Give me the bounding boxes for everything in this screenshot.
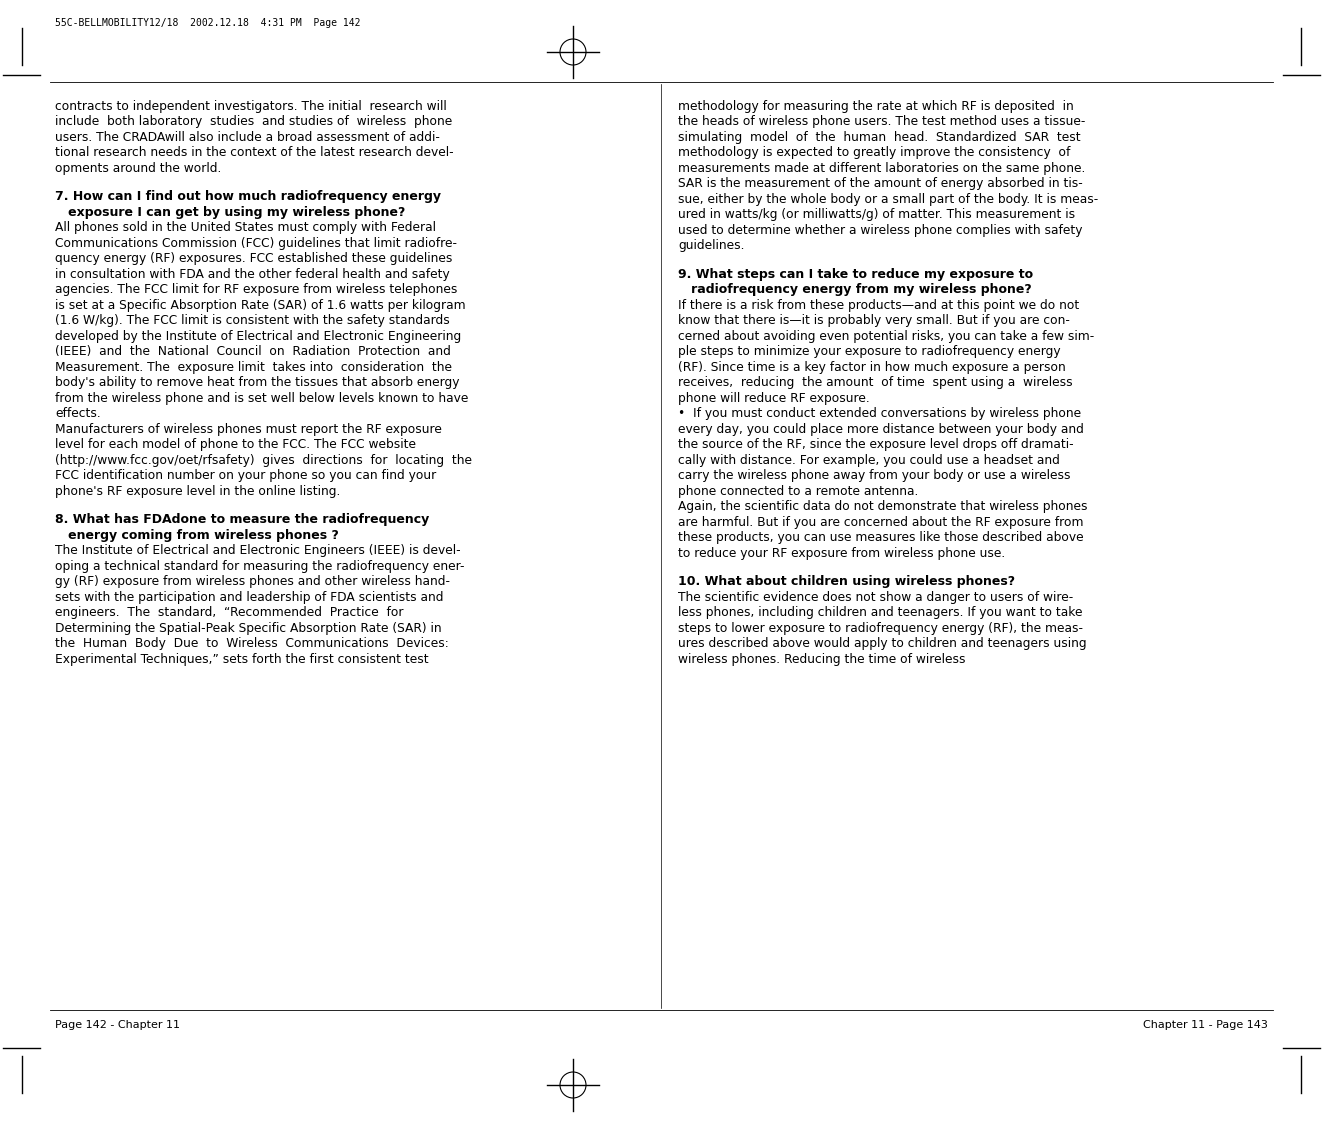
Text: methodology for measuring the rate at which RF is deposited  in: methodology for measuring the rate at wh… [677,100,1074,113]
Text: measurements made at different laboratories on the same phone.: measurements made at different laborator… [677,163,1085,175]
Text: ures described above would apply to children and teenagers using: ures described above would apply to chil… [677,638,1086,650]
Text: the heads of wireless phone users. The test method uses a tissue-: the heads of wireless phone users. The t… [677,115,1085,129]
Text: include  both laboratory  studies  and studies of  wireless  phone: include both laboratory studies and stud… [56,115,452,129]
Text: engineers.  The  standard,  “Recommended  Practice  for: engineers. The standard, “Recommended Pr… [56,606,404,620]
Text: FCC identification number on your phone so you can find your: FCC identification number on your phone … [56,470,437,482]
Text: Chapter 11 - Page 143: Chapter 11 - Page 143 [1143,1020,1267,1030]
Text: ured in watts/kg (or milliwatts/g) of matter. This measurement is: ured in watts/kg (or milliwatts/g) of ma… [677,209,1076,222]
Text: ple steps to minimize your exposure to radiofrequency energy: ple steps to minimize your exposure to r… [677,345,1061,359]
Text: to reduce your RF exposure from wireless phone use.: to reduce your RF exposure from wireless… [677,547,1005,560]
Text: body's ability to remove heat from the tissues that absorb energy: body's ability to remove heat from the t… [56,377,459,389]
Text: exposure I can get by using my wireless phone?: exposure I can get by using my wireless … [56,206,405,219]
Text: guidelines.: guidelines. [677,240,745,252]
Text: sue, either by the whole body or a small part of the body. It is meas-: sue, either by the whole body or a small… [677,193,1098,206]
Text: effects.: effects. [56,408,101,420]
Text: opments around the world.: opments around the world. [56,163,221,175]
Text: energy coming from wireless phones ?: energy coming from wireless phones ? [56,529,339,541]
Text: steps to lower exposure to radiofrequency energy (RF), the meas-: steps to lower exposure to radiofrequenc… [677,622,1084,634]
Text: know that there is—it is probably very small. But if you are con-: know that there is—it is probably very s… [677,315,1070,327]
Text: 7. How can I find out how much radiofrequency energy: 7. How can I find out how much radiofreq… [56,191,441,204]
Text: users. The CRADAwill also include a broad assessment of addi-: users. The CRADAwill also include a broa… [56,131,439,143]
Text: (IEEE)  and  the  National  Council  on  Radiation  Protection  and: (IEEE) and the National Council on Radia… [56,345,451,359]
Text: The scientific evidence does not show a danger to users of wire-: The scientific evidence does not show a … [677,591,1073,604]
Text: All phones sold in the United States must comply with Federal: All phones sold in the United States mus… [56,222,437,234]
Text: Experimental Techniques,” sets forth the first consistent test: Experimental Techniques,” sets forth the… [56,654,429,666]
Text: Page 142 - Chapter 11: Page 142 - Chapter 11 [56,1020,180,1030]
Text: the source of the RF, since the exposure level drops off dramati-: the source of the RF, since the exposure… [677,438,1074,452]
Text: level for each model of phone to the FCC. The FCC website: level for each model of phone to the FCC… [56,438,415,452]
Text: agencies. The FCC limit for RF exposure from wireless telephones: agencies. The FCC limit for RF exposure … [56,284,458,296]
Text: from the wireless phone and is set well below levels known to have: from the wireless phone and is set well … [56,392,468,405]
Text: 10. What about children using wireless phones?: 10. What about children using wireless p… [677,575,1015,589]
Text: receives,  reducing  the amount  of time  spent using a  wireless: receives, reducing the amount of time sp… [677,377,1073,389]
Text: Again, the scientific data do not demonstrate that wireless phones: Again, the scientific data do not demons… [677,500,1088,513]
Text: (http://www.fcc.gov/oet/rfsafety)  gives  directions  for  locating  the: (http://www.fcc.gov/oet/rfsafety) gives … [56,454,472,467]
Text: Communications Commission (FCC) guidelines that limit radiofre-: Communications Commission (FCC) guidelin… [56,237,456,250]
Text: (1.6 W/kg). The FCC limit is consistent with the safety standards: (1.6 W/kg). The FCC limit is consistent … [56,315,450,327]
Text: Measurement. The  exposure limit  takes into  consideration  the: Measurement. The exposure limit takes in… [56,361,452,374]
Text: cerned about avoiding even potential risks, you can take a few sim-: cerned about avoiding even potential ris… [677,330,1094,343]
Text: in consultation with FDA and the other federal health and safety: in consultation with FDA and the other f… [56,268,450,281]
Text: Manufacturers of wireless phones must report the RF exposure: Manufacturers of wireless phones must re… [56,423,442,436]
Text: quency energy (RF) exposures. FCC established these guidelines: quency energy (RF) exposures. FCC establ… [56,252,452,266]
Text: Determining the Spatial-Peak Specific Absorption Rate (SAR) in: Determining the Spatial-Peak Specific Ab… [56,622,442,634]
Text: 9. What steps can I take to reduce my exposure to: 9. What steps can I take to reduce my ex… [677,268,1033,281]
Text: contracts to independent investigators. The initial  research will: contracts to independent investigators. … [56,100,447,113]
Text: The Institute of Electrical and Electronic Engineers (IEEE) is devel-: The Institute of Electrical and Electron… [56,545,460,557]
Text: developed by the Institute of Electrical and Electronic Engineering: developed by the Institute of Electrical… [56,330,462,343]
Text: phone will reduce RF exposure.: phone will reduce RF exposure. [677,392,869,405]
Text: these products, you can use measures like those described above: these products, you can use measures lik… [677,531,1084,545]
Text: •  If you must conduct extended conversations by wireless phone: • If you must conduct extended conversat… [677,408,1081,420]
Text: less phones, including children and teenagers. If you want to take: less phones, including children and teen… [677,606,1082,620]
Text: cally with distance. For example, you could use a headset and: cally with distance. For example, you co… [677,454,1060,467]
Text: SAR is the measurement of the amount of energy absorbed in tis-: SAR is the measurement of the amount of … [677,177,1082,191]
Text: phone's RF exposure level in the online listing.: phone's RF exposure level in the online … [56,485,340,498]
Text: sets with the participation and leadership of FDA scientists and: sets with the participation and leadersh… [56,591,443,604]
Text: tional research needs in the context of the latest research devel-: tional research needs in the context of … [56,147,454,159]
Text: (RF). Since time is a key factor in how much exposure a person: (RF). Since time is a key factor in how … [677,361,1066,374]
Text: carry the wireless phone away from your body or use a wireless: carry the wireless phone away from your … [677,470,1070,482]
Text: simulating  model  of  the  human  head.  Standardized  SAR  test: simulating model of the human head. Stan… [677,131,1081,143]
Text: wireless phones. Reducing the time of wireless: wireless phones. Reducing the time of wi… [677,654,966,666]
Text: are harmful. But if you are concerned about the RF exposure from: are harmful. But if you are concerned ab… [677,516,1084,529]
Text: every day, you could place more distance between your body and: every day, you could place more distance… [677,423,1084,436]
Text: radiofrequency energy from my wireless phone?: radiofrequency energy from my wireless p… [677,284,1032,296]
Text: phone connected to a remote antenna.: phone connected to a remote antenna. [677,485,918,498]
Text: gy (RF) exposure from wireless phones and other wireless hand-: gy (RF) exposure from wireless phones an… [56,575,450,589]
Text: 55C-BELLMOBILITY12/18  2002.12.18  4:31 PM  Page 142: 55C-BELLMOBILITY12/18 2002.12.18 4:31 PM… [56,18,360,28]
Text: the  Human  Body  Due  to  Wireless  Communications  Devices:: the Human Body Due to Wireless Communica… [56,638,448,650]
Text: If there is a risk from these products—and at this point we do not: If there is a risk from these products—a… [677,299,1080,312]
Text: is set at a Specific Absorption Rate (SAR) of 1.6 watts per kilogram: is set at a Specific Absorption Rate (SA… [56,299,466,312]
Text: used to determine whether a wireless phone complies with safety: used to determine whether a wireless pho… [677,224,1082,237]
Text: 8. What has FDAdone to measure the radiofrequency: 8. What has FDAdone to measure the radio… [56,513,429,527]
Text: methodology is expected to greatly improve the consistency  of: methodology is expected to greatly impro… [677,147,1070,159]
Text: oping a technical standard for measuring the radiofrequency ener-: oping a technical standard for measuring… [56,560,464,573]
